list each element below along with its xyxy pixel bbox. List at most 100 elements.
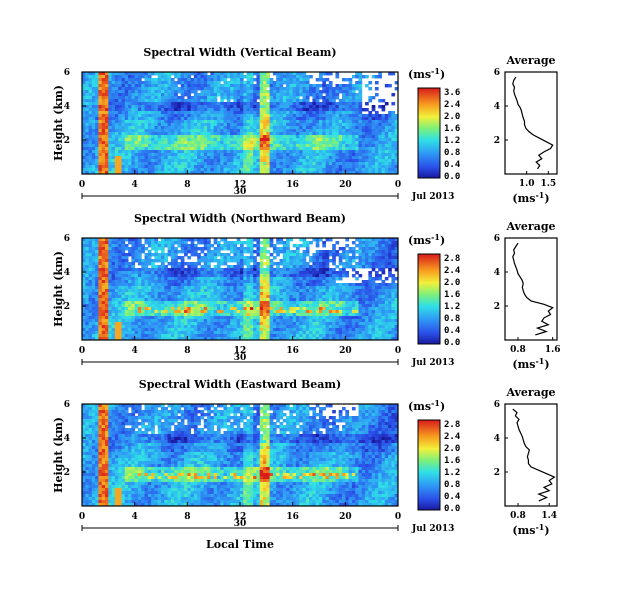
heatmap-cell (167, 337, 172, 341)
heatmap-cell (91, 256, 96, 260)
heatmap-cell (203, 171, 208, 175)
heatmap-cell (114, 268, 119, 272)
heatmap-cell (269, 93, 274, 97)
heatmap-cell (236, 120, 241, 124)
heatmap-cell (203, 90, 208, 94)
heatmap-cell (193, 274, 198, 278)
heatmap-cell (236, 162, 241, 166)
heatmap-cell (161, 114, 165, 118)
heatmap-cell (193, 286, 198, 290)
heatmap-cell (332, 87, 336, 91)
heatmap-cell (246, 238, 251, 242)
heatmap-cell (256, 105, 261, 109)
heatmap-cell (351, 117, 356, 121)
heatmap-cell (289, 105, 294, 109)
heatmap-cell (161, 253, 165, 257)
heatmap-cell (249, 295, 254, 299)
heatmap-cell (371, 126, 376, 130)
heatmap-cell (118, 265, 122, 269)
heatmap-cell (328, 120, 333, 124)
heatmap-cell (82, 280, 86, 284)
heatmap-cell (394, 153, 399, 157)
heatmap-cell (345, 132, 350, 136)
heatmap-cell (220, 280, 224, 284)
heatmap-cell (187, 250, 192, 254)
heatmap-cell (249, 241, 254, 245)
heatmap-cell (180, 156, 185, 160)
heatmap-cell (210, 334, 215, 338)
heatmap-cell (134, 72, 139, 76)
heatmap-cell (118, 301, 122, 305)
heatmap-cell (309, 102, 313, 106)
heatmap-cell (269, 171, 274, 175)
heatmap-cell (131, 120, 136, 124)
heatmap-cell (193, 244, 198, 248)
heatmap-cell (295, 78, 300, 82)
heatmap-cell (269, 325, 274, 329)
heatmap-cell (223, 298, 228, 302)
heatmap-cell (259, 304, 264, 308)
heatmap-cell (335, 93, 340, 97)
heatmap-cell (144, 283, 149, 287)
heatmap-cell (230, 120, 234, 124)
heatmap-cell (269, 259, 274, 263)
heatmap-cell (249, 283, 254, 287)
heatmap-cell (161, 319, 165, 323)
heatmap-cell (289, 93, 294, 97)
heatmap-cell (114, 310, 119, 314)
heatmap-cell (147, 141, 152, 145)
heatmap-cell (187, 102, 192, 106)
heatmap-cell (236, 316, 241, 320)
heatmap-cell (118, 250, 122, 254)
heatmap-cell (108, 156, 113, 160)
heatmap-cell (141, 331, 145, 335)
heatmap-cell (131, 123, 136, 127)
heatmap-cell (180, 274, 185, 278)
heatmap-cell (282, 96, 287, 100)
heatmap-cell (128, 304, 132, 308)
heatmap-cell (121, 132, 126, 136)
heatmap-cell (114, 96, 119, 100)
heatmap-cell (259, 247, 264, 251)
heatmap-cell (167, 159, 172, 163)
heatmap-cell (137, 96, 142, 100)
heatmap-cell (105, 150, 109, 154)
heatmap-cell (197, 141, 201, 145)
heatmap-cell (230, 247, 234, 251)
heatmap-cell (141, 292, 145, 296)
heatmap-cell (345, 123, 350, 127)
heatmap-cell (203, 99, 208, 103)
heatmap-cell (243, 316, 247, 320)
heatmap-cell (266, 313, 271, 317)
heatmap-cell (220, 295, 224, 299)
heatmap-cell (203, 310, 208, 314)
heatmap-cell (161, 75, 165, 79)
heatmap-cell (319, 105, 323, 109)
heatmap-cell (368, 120, 373, 124)
heatmap-cell (299, 87, 303, 91)
heatmap-cell (328, 144, 333, 148)
heatmap-cell (180, 99, 185, 103)
heatmap-cell (151, 292, 155, 296)
heatmap-cell (216, 150, 221, 154)
heatmap-cell (256, 75, 261, 79)
heatmap-cell (276, 165, 280, 169)
heatmap-cell (236, 156, 241, 160)
heatmap-cell (256, 334, 261, 338)
heatmap-cell (170, 78, 175, 82)
heatmap-cell (184, 144, 188, 148)
heatmap-cell (157, 307, 162, 311)
heatmap-cell (101, 262, 106, 266)
heatmap-cell (131, 337, 136, 341)
heatmap-cell (82, 114, 86, 118)
heatmap-cell (114, 283, 119, 287)
heatmap-cell (141, 141, 145, 145)
heatmap-cell (114, 129, 119, 133)
heatmap-cell (249, 244, 254, 248)
heatmap-cell (203, 325, 208, 329)
heatmap-cell (203, 120, 208, 124)
heatmap-cell (216, 78, 221, 82)
heatmap-cell (361, 147, 366, 151)
heatmap-cell (272, 280, 277, 284)
heatmap-cell (240, 75, 244, 79)
